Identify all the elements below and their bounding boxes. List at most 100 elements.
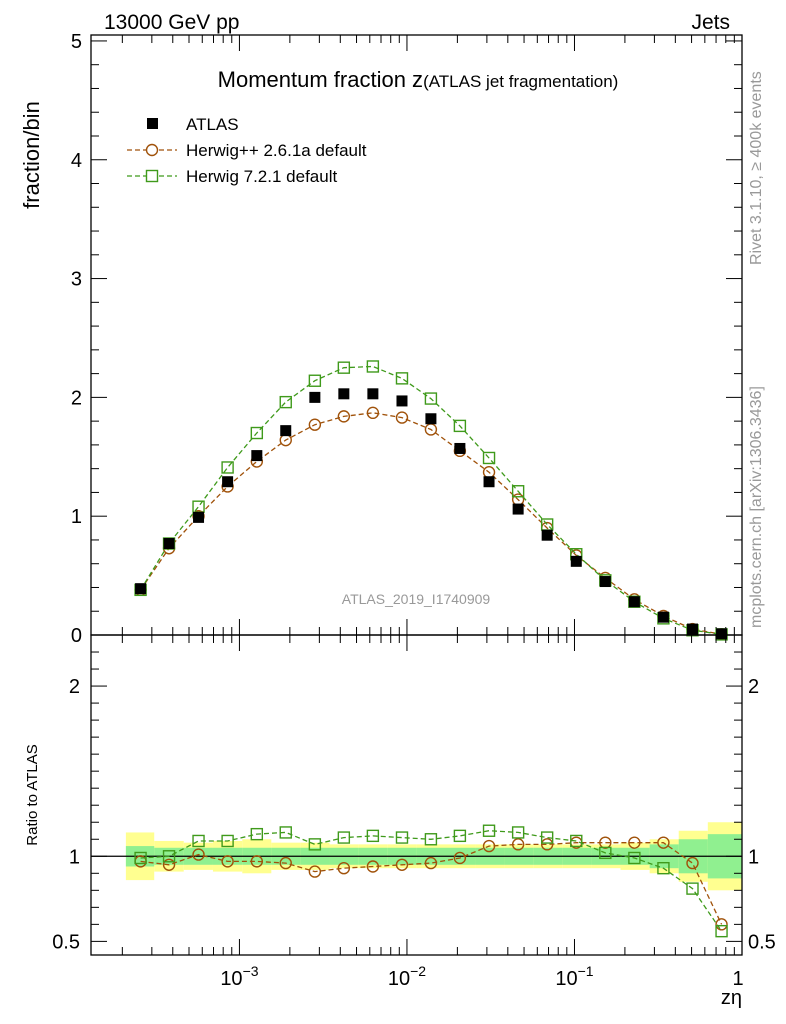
- main-herwig7-point: [453, 419, 467, 433]
- main-herwig7-point: [366, 360, 380, 373]
- ratio-herwig7-point: [424, 833, 438, 846]
- legend-entry-herwig-pp: Herwig++ 2.6.1a default: [127, 141, 367, 160]
- main-atlas-point: [193, 511, 205, 523]
- y-tick-label: 0.5: [52, 931, 80, 953]
- main-atlas-point: [309, 391, 321, 403]
- main-atlas-point: [716, 628, 728, 640]
- main-atlas-point: [599, 576, 611, 588]
- legend-entry-herwig7: Herwig 7.2.1 default: [127, 167, 337, 186]
- main-atlas-point: [541, 529, 553, 541]
- main-data-marks: [134, 360, 728, 641]
- process-label: Jets: [691, 11, 730, 34]
- ratio-herwig7-point: [366, 829, 380, 843]
- main-axes: 0 1 2 3 4 5: [71, 31, 743, 647]
- ratio-xlabel: zη: [721, 987, 742, 1009]
- main-title-sub: (ATLAS jet fragmentation): [423, 72, 618, 91]
- ratio-herwig_pp-point: [250, 855, 264, 868]
- ratio-herwig_pp-point: [162, 858, 176, 871]
- ratio-herwig7-point: [686, 882, 699, 895]
- x-tick-label-exp: −1: [578, 963, 594, 979]
- x-tick-label: 1: [732, 968, 743, 990]
- ratio-herwig_pp-point: [453, 851, 467, 865]
- main-atlas-point: [570, 555, 582, 567]
- ratio-herwig7-point: [279, 826, 292, 839]
- main-atlas-point: [338, 388, 350, 400]
- main-atlas-point: [280, 425, 292, 437]
- ratio-herwig7-point: [482, 824, 496, 837]
- main-ylabel: fraction/bin: [19, 101, 44, 209]
- ratio-herwig_pp-point: [279, 856, 292, 870]
- main-herwig_pp-point: [337, 410, 351, 423]
- y-tick-label-right: 1: [748, 846, 759, 868]
- ratio-data-marks: [134, 824, 728, 938]
- main-atlas-point: [163, 538, 175, 550]
- y-tick-label: 3: [71, 269, 82, 291]
- main-herwig_pp-point: [308, 418, 322, 431]
- ratio-herwig_pp-point: [540, 838, 554, 851]
- x-tick-label-exp: −3: [243, 963, 259, 979]
- ratio-herwig_pp-point: [482, 839, 496, 853]
- main-herwig7-point: [308, 374, 322, 387]
- ratio-ylabel: Ratio to ATLAS: [24, 744, 41, 845]
- ratio-herwig_pp-point: [395, 858, 409, 871]
- main-atlas-point: [657, 611, 669, 623]
- x-tick-label-base: 10: [220, 968, 242, 990]
- rivet-label: Rivet 3.1.10, ≥ 400k events: [748, 71, 765, 265]
- y-tick-label-right: 2: [748, 676, 759, 698]
- main-herwig7-point: [250, 426, 264, 440]
- main-title-main: Momentum fraction z: [218, 67, 423, 92]
- legend-entry-atlas: ATLAS: [147, 115, 239, 134]
- legend: ATLAS Herwig++ 2.6.1a default Herwig 7.2…: [127, 115, 367, 186]
- ratio-herwig_pp-point: [308, 865, 322, 878]
- ratio-herwig_pp-point: [192, 848, 205, 861]
- main-herwig7-point: [279, 395, 292, 409]
- main-herwig7-point: [337, 361, 351, 374]
- main-atlas-point: [367, 388, 379, 400]
- y-tick-label: 2: [71, 387, 82, 409]
- ratio-herwig7-point: [192, 834, 205, 848]
- legend-herwig-pp-marker: [145, 143, 159, 157]
- legend-herwig7-marker: [145, 169, 159, 183]
- main-atlas-point: [222, 476, 234, 488]
- y-tick-label: 0: [71, 625, 82, 647]
- legend-herwig7-label: Herwig 7.2.1 default: [186, 167, 337, 186]
- ratio-herwig7-point: [221, 834, 234, 848]
- ratio-herwig7-point: [511, 826, 525, 839]
- ratio-herwig_pp-point: [715, 918, 728, 931]
- ratio-axes: 10−3 10−2 10−1 10.5 0.51 12 2: [52, 634, 776, 990]
- ratio-herwig_pp-point: [657, 836, 670, 849]
- main-herwig_pp-line: [140, 412, 722, 635]
- x-tick-label: 10−1: [555, 963, 593, 990]
- ratio-herwig7-point: [540, 831, 554, 844]
- main-herwig7-point: [424, 392, 438, 405]
- ratio-herwig7-point: [628, 851, 641, 865]
- y-tick-label-right: 0.5: [748, 931, 776, 953]
- ratio-panel: 10−3 10−2 10−1 10.5 0.51 12 2 Ratio to ATLAS z…: [24, 634, 776, 1009]
- ratio-herwig7-point: [657, 861, 670, 875]
- main-herwig7-point: [221, 461, 234, 474]
- main-panel: 0 1 2 3 4 5 fraction/bin Momentum fraction z(…: [19, 31, 743, 647]
- main-atlas-point: [512, 503, 524, 515]
- y-tick-label: 5: [71, 31, 82, 53]
- ratio-herwig7-point: [599, 846, 612, 860]
- y-tick-label: 1: [71, 506, 82, 528]
- main-atlas-point: [135, 583, 147, 595]
- mcplots-label: mcplots.cern.ch [arXiv:1306.3436]: [748, 386, 765, 628]
- analysis-label: ATLAS_2019_I1740909: [342, 591, 491, 607]
- legend-herwig-pp-label: Herwig++ 2.6.1a default: [186, 141, 367, 160]
- energy-label: 13000 GeV pp: [104, 11, 239, 34]
- main-herwig7-point: [395, 372, 409, 385]
- x-tick-label-exp: −2: [410, 963, 426, 979]
- ratio-herwig_pp-point: [511, 838, 525, 851]
- ratio-herwig_pp-point: [221, 855, 234, 868]
- x-tick-label-base: 10: [388, 968, 410, 990]
- ratio-herwig7-point: [453, 829, 467, 843]
- main-atlas-point: [251, 450, 263, 462]
- main-atlas-point: [454, 442, 466, 454]
- y-tick-label: 1: [69, 846, 80, 868]
- ratio-herwig7-point: [715, 924, 728, 938]
- legend-atlas-marker: [147, 118, 158, 129]
- ratio-herwig7-point: [250, 827, 264, 841]
- ratio-herwig7-point: [337, 831, 351, 844]
